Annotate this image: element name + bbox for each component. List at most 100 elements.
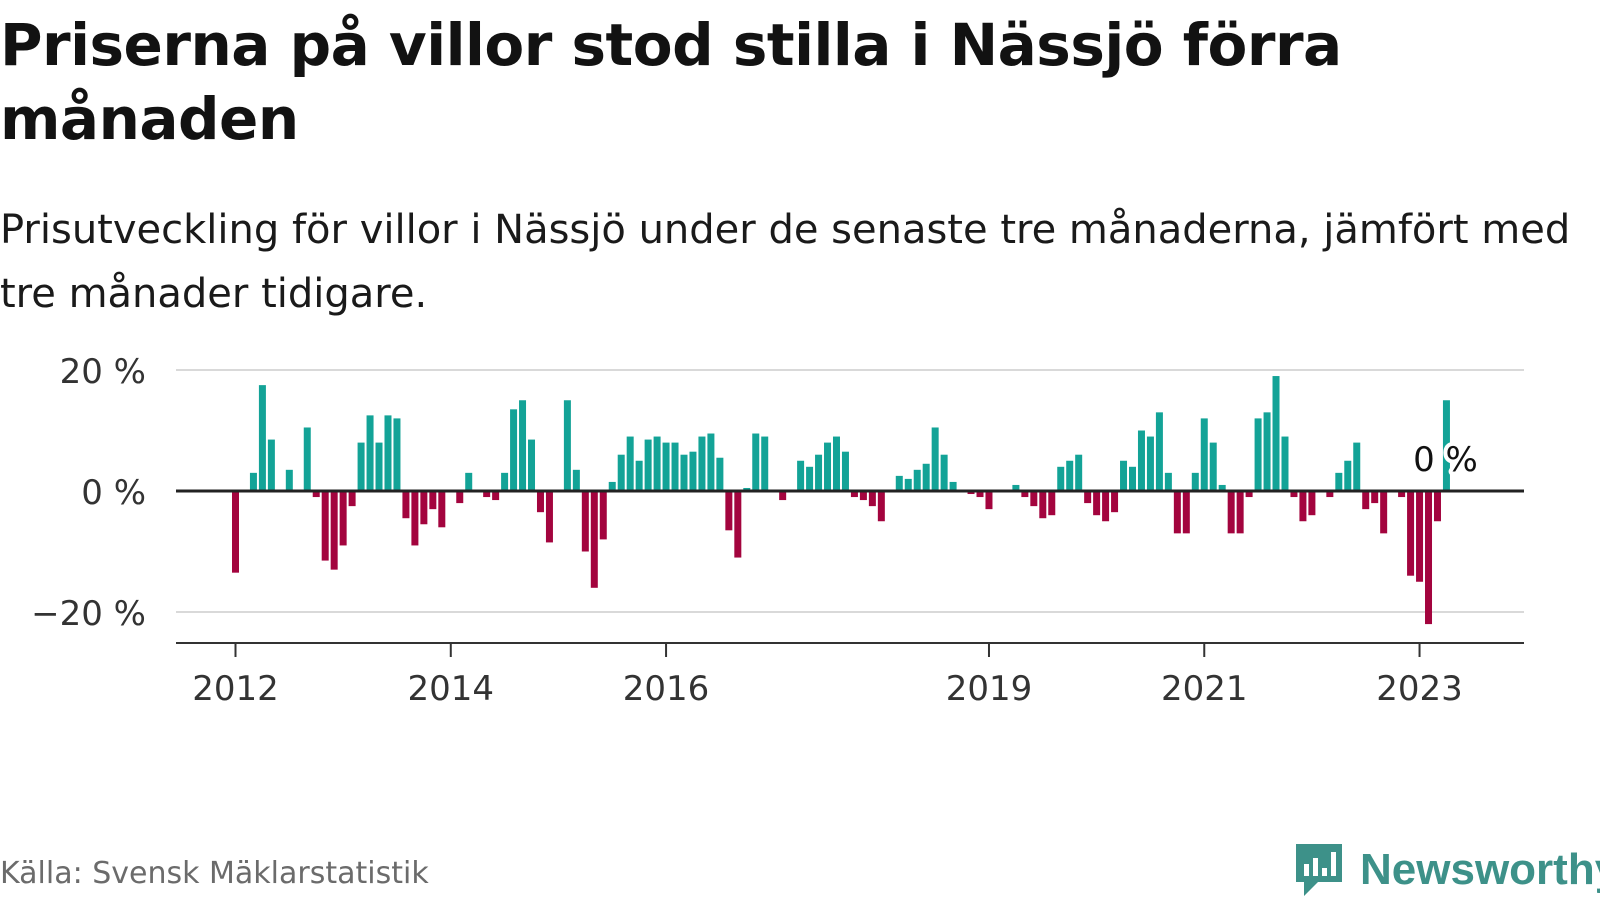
bar [1272, 376, 1280, 491]
bar [483, 491, 491, 498]
chart-subtitle: Prisutveckling för villor i Nässjö under… [0, 207, 1571, 317]
bar [1120, 460, 1128, 491]
bar [1012, 484, 1020, 491]
bar [841, 451, 849, 491]
y-tick-label: 20 % [60, 352, 146, 392]
bar [249, 472, 257, 491]
bar [1021, 491, 1029, 498]
bar [1236, 491, 1244, 534]
bar [877, 491, 885, 522]
bar [680, 454, 688, 491]
bar [1057, 466, 1065, 491]
bar [321, 491, 329, 561]
bar [465, 472, 473, 491]
bar [1084, 491, 1092, 504]
bar [303, 427, 311, 491]
bar [384, 415, 392, 492]
bar [411, 491, 419, 546]
bar [1245, 491, 1253, 498]
bar [743, 487, 751, 491]
bar [1075, 454, 1083, 491]
y-tick-label: −20 % [31, 594, 146, 634]
bar [1048, 491, 1056, 516]
bar [1182, 491, 1190, 534]
bar [806, 466, 814, 491]
bar [1281, 436, 1289, 491]
bar [895, 475, 903, 492]
bar [1146, 436, 1154, 491]
bar [375, 442, 383, 491]
bar [563, 400, 571, 491]
bar [1353, 442, 1361, 491]
x-tick-label: 2023 [1376, 669, 1463, 709]
bar [617, 454, 625, 491]
bar [1102, 491, 1110, 522]
bar [1326, 491, 1334, 498]
bar [528, 439, 536, 491]
bar [366, 415, 374, 492]
bar [258, 385, 266, 492]
bar [949, 481, 957, 491]
x-tick-label: 2014 [408, 669, 495, 709]
bar [716, 457, 724, 491]
bar [779, 491, 787, 501]
bar [608, 481, 616, 491]
bar [698, 436, 706, 491]
bar [456, 491, 464, 504]
bar [707, 433, 715, 491]
latest-value-label: 0 % [1413, 440, 1478, 480]
bar [330, 491, 338, 570]
bar [1200, 418, 1208, 491]
bar [536, 491, 544, 513]
bar [1066, 460, 1074, 491]
bar [913, 469, 921, 491]
bar [312, 491, 320, 498]
bar [1039, 491, 1047, 519]
bar [689, 451, 697, 491]
bar [976, 491, 984, 498]
grid-lines [176, 369, 1524, 613]
bar [1299, 491, 1307, 522]
bar [429, 491, 437, 510]
bar [232, 491, 239, 573]
y-tick-label: 0 % [81, 473, 146, 513]
bar [1344, 460, 1352, 491]
bar [824, 442, 832, 491]
bar [725, 491, 733, 531]
x-tick-label: 2012 [192, 669, 279, 709]
bar [510, 409, 518, 491]
brand-name: Newsworthy [1360, 845, 1600, 894]
bar [599, 491, 607, 540]
bar [267, 439, 275, 491]
axes [176, 489, 1524, 657]
bar [590, 491, 598, 588]
bar [868, 491, 876, 507]
bar [653, 436, 661, 491]
bar [519, 400, 527, 491]
bar [644, 439, 652, 491]
bar [1129, 466, 1136, 491]
bar [1191, 472, 1199, 491]
bar [1173, 491, 1181, 534]
x-tick-label: 2019 [946, 669, 1033, 709]
bar [850, 491, 858, 498]
bar [1030, 491, 1038, 507]
bar [545, 491, 553, 543]
bar [348, 491, 356, 507]
bar [662, 442, 670, 491]
bar [285, 469, 293, 491]
bar [1227, 491, 1235, 534]
bar [1111, 491, 1119, 513]
bar [438, 491, 446, 528]
bar [635, 460, 643, 491]
source-note: Källa: Svensk Mäklarstatistik [0, 856, 429, 891]
bar [1290, 491, 1298, 498]
bar [1371, 491, 1379, 504]
bar [501, 472, 509, 491]
bar [761, 436, 769, 491]
bar [626, 436, 634, 491]
bar [1425, 491, 1433, 625]
bar [1416, 491, 1424, 582]
bar [1218, 484, 1226, 491]
bar [1380, 491, 1388, 534]
